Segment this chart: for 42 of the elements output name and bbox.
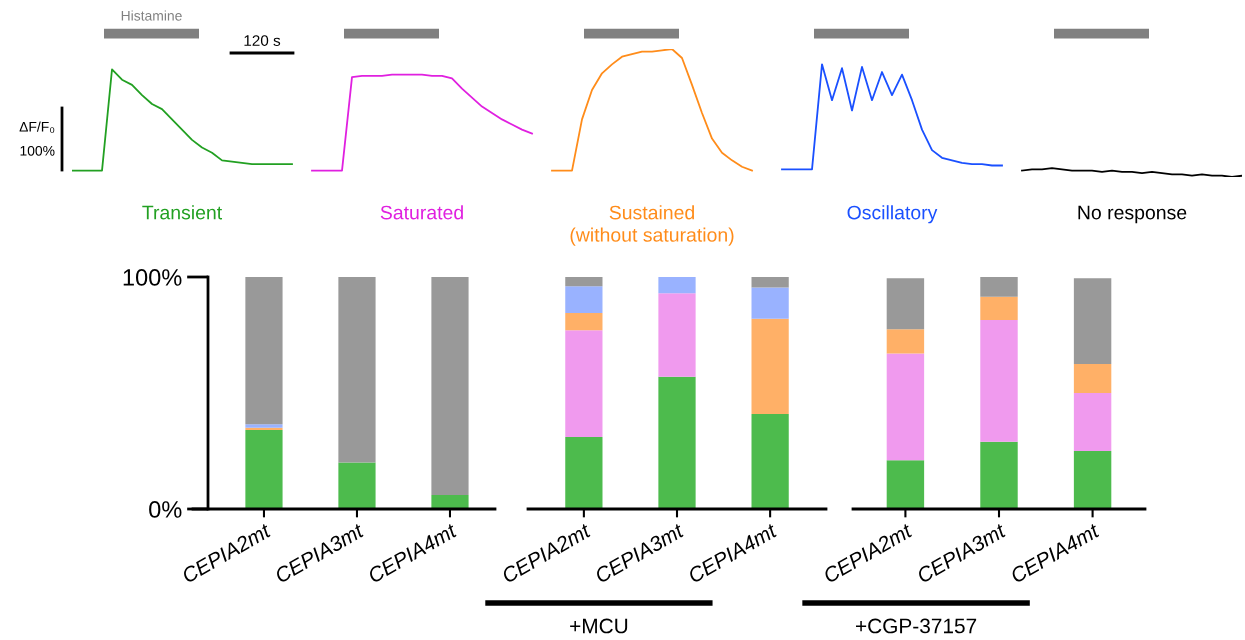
text: Oscillatory <box>847 205 938 224</box>
bar <box>338 462 376 509</box>
y-tick-label: 0% <box>149 501 182 518</box>
bar <box>245 277 283 425</box>
bar <box>886 329 925 354</box>
bar <box>886 460 925 509</box>
bar <box>1073 393 1112 451</box>
text: Saturated <box>380 205 463 220</box>
text: 120 s <box>244 35 281 46</box>
bar <box>980 296 1018 320</box>
bar <box>886 353 925 461</box>
text: Histamine <box>121 10 182 21</box>
bar <box>431 495 469 509</box>
text: Transient <box>142 205 223 220</box>
bar <box>1073 278 1112 364</box>
bar <box>565 312 603 331</box>
bar <box>751 277 789 288</box>
bar <box>751 318 789 414</box>
bar <box>245 430 283 509</box>
bar <box>658 277 696 294</box>
bar <box>751 287 789 319</box>
series-label: Sustained (without saturation) <box>570 205 734 246</box>
bar <box>886 278 925 330</box>
text: 100% <box>20 145 55 156</box>
bar <box>1073 451 1112 509</box>
bar <box>980 441 1018 509</box>
bar <box>565 437 603 509</box>
bar <box>980 277 1018 297</box>
bar <box>980 319 1018 442</box>
bar <box>338 277 376 463</box>
text: ΔF/F₀ <box>19 121 55 133</box>
bar <box>565 330 603 438</box>
bar <box>658 293 696 377</box>
series-label: No response <box>1078 205 1187 224</box>
bar <box>658 376 696 509</box>
bar <box>431 277 469 496</box>
x-axis-title: +MCU <box>570 618 628 634</box>
x-axis-title: +CGP-37157 <box>856 618 977 634</box>
bar <box>751 413 789 509</box>
bar <box>565 277 603 287</box>
bar <box>1073 364 1112 393</box>
bar <box>565 286 603 313</box>
